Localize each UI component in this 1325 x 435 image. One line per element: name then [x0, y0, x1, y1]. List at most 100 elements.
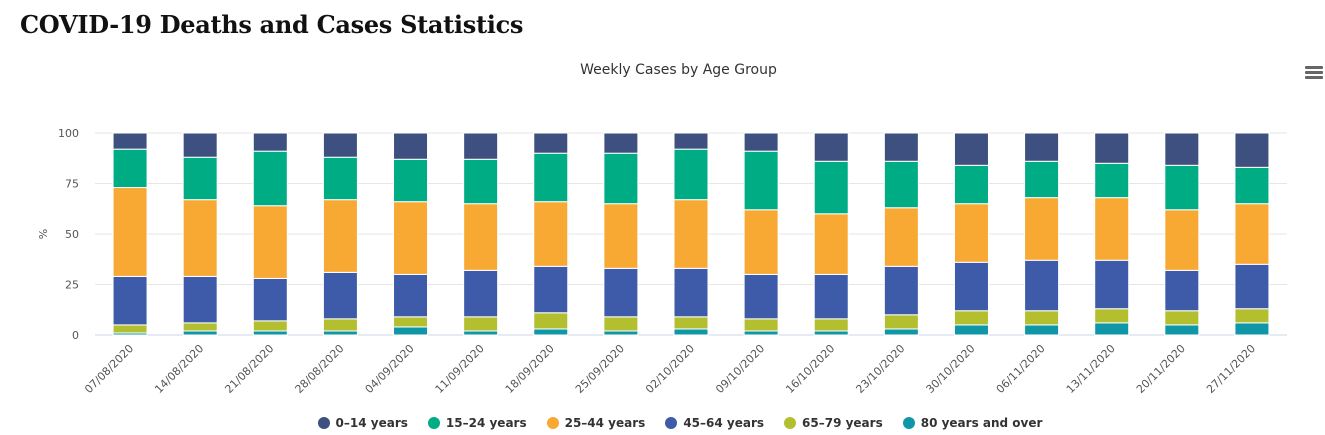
bar-segment[interactable] [673, 328, 709, 336]
bar-segment[interactable] [463, 316, 499, 332]
bar-segment[interactable] [603, 132, 639, 154]
bar-segment[interactable] [1024, 259, 1060, 312]
bar-segment[interactable] [743, 209, 779, 275]
bar-segment[interactable] [322, 318, 358, 332]
legend-item[interactable]: 80 years and over [902, 416, 1042, 430]
bar-segment[interactable] [463, 132, 499, 160]
bar-segment[interactable] [182, 156, 218, 201]
bar-segment[interactable] [813, 160, 849, 215]
bar-segment[interactable] [1234, 166, 1270, 205]
bar-segment[interactable] [322, 199, 358, 273]
legend-item[interactable]: 15–24 years [427, 416, 527, 430]
bar-segment[interactable] [112, 132, 148, 150]
bar-segment[interactable] [603, 267, 639, 318]
bar-segment[interactable] [743, 318, 779, 332]
bar-segment[interactable] [883, 314, 919, 330]
legend-item[interactable]: 65–79 years [784, 416, 883, 430]
bar-segment[interactable] [182, 132, 218, 158]
bar-segment[interactable] [743, 330, 779, 336]
bar-segment[interactable] [1234, 322, 1270, 336]
bar-segment[interactable] [1024, 160, 1060, 199]
bar-segment[interactable] [322, 132, 358, 158]
bar-segment[interactable] [1094, 132, 1130, 164]
bar-segment[interactable] [1164, 209, 1200, 271]
bar-segment[interactable] [252, 205, 288, 279]
bar-segment[interactable] [1094, 322, 1130, 336]
bar-segment[interactable] [322, 156, 358, 201]
bar-segment[interactable] [252, 277, 288, 322]
bar-segment[interactable] [883, 207, 919, 267]
bar-segment[interactable] [673, 148, 709, 201]
bar-segment[interactable] [463, 158, 499, 205]
bar-segment[interactable] [1094, 197, 1130, 261]
bar-segment[interactable] [1024, 132, 1060, 162]
bar-segment[interactable] [533, 201, 569, 267]
bar-segment[interactable] [1024, 310, 1060, 326]
bar-segment[interactable] [463, 330, 499, 336]
bar-segment[interactable] [1234, 263, 1270, 310]
bar-segment[interactable] [1234, 308, 1270, 324]
bar-segment[interactable] [883, 132, 919, 162]
bar-segment[interactable] [1164, 164, 1200, 211]
bar-segment[interactable] [1164, 324, 1200, 336]
bar-segment[interactable] [813, 330, 849, 336]
bar-segment[interactable] [393, 273, 429, 318]
bar-segment[interactable] [252, 132, 288, 152]
bar-segment[interactable] [1094, 259, 1130, 310]
bar-segment[interactable] [112, 187, 148, 277]
bar-segment[interactable] [883, 265, 919, 316]
legend-item[interactable]: 25–44 years [546, 416, 645, 430]
bar-segment[interactable] [673, 132, 709, 150]
bar-segment[interactable] [182, 330, 218, 336]
bar-segment[interactable] [533, 152, 569, 203]
bar-segment[interactable] [393, 326, 429, 336]
bar-segment[interactable] [112, 324, 148, 334]
bar-segment[interactable] [813, 273, 849, 320]
bar-segment[interactable] [603, 203, 639, 269]
bar-segment[interactable] [883, 328, 919, 336]
bar-segment[interactable] [743, 132, 779, 152]
bar-segment[interactable] [533, 265, 569, 314]
bar-segment[interactable] [1094, 162, 1130, 199]
bar-segment[interactable] [182, 199, 218, 277]
bar-segment[interactable] [252, 330, 288, 336]
bar-segment[interactable] [953, 132, 989, 166]
bar-segment[interactable] [953, 164, 989, 205]
bar-segment[interactable] [1164, 310, 1200, 326]
bar-segment[interactable] [1024, 197, 1060, 261]
bar-segment[interactable] [533, 312, 569, 330]
bar-segment[interactable] [1094, 308, 1130, 324]
bar-segment[interactable] [322, 271, 358, 320]
bar-segment[interactable] [463, 269, 499, 318]
legend-item[interactable]: 45–64 years [665, 416, 764, 430]
bar-segment[interactable] [1024, 324, 1060, 336]
bar-segment[interactable] [252, 150, 288, 207]
bar-segment[interactable] [603, 152, 639, 205]
bar-segment[interactable] [393, 201, 429, 275]
bar-segment[interactable] [322, 330, 358, 336]
bar-segment[interactable] [603, 330, 639, 336]
bar-segment[interactable] [533, 328, 569, 336]
hamburger-menu-icon[interactable] [1305, 66, 1323, 82]
bar-segment[interactable] [953, 310, 989, 326]
bar-segment[interactable] [1164, 132, 1200, 166]
bar-segment[interactable] [1234, 203, 1270, 265]
bar-segment[interactable] [533, 132, 569, 154]
bar-segment[interactable] [673, 316, 709, 330]
bar-segment[interactable] [393, 132, 429, 160]
bar-segment[interactable] [813, 132, 849, 162]
bar-segment[interactable] [673, 199, 709, 269]
bar-segment[interactable] [743, 150, 779, 211]
bar-segment[interactable] [112, 148, 148, 189]
bar-segment[interactable] [813, 213, 849, 275]
bar-segment[interactable] [743, 273, 779, 320]
legend-item[interactable]: 0–14 years [317, 416, 408, 430]
bar-segment[interactable] [813, 318, 849, 332]
bar-segment[interactable] [883, 160, 919, 209]
bar-segment[interactable] [1234, 132, 1270, 168]
bar-segment[interactable] [603, 316, 639, 332]
bar-segment[interactable] [112, 275, 148, 326]
bar-segment[interactable] [463, 203, 499, 271]
bar-segment[interactable] [673, 267, 709, 318]
bar-segment[interactable] [182, 275, 218, 324]
